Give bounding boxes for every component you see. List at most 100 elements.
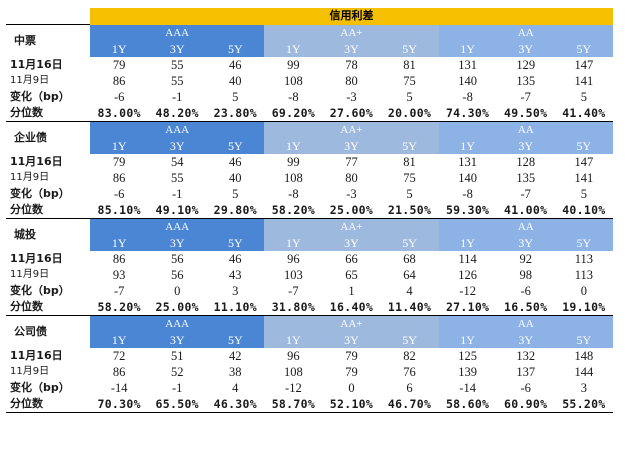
value-cell: 5	[580, 89, 587, 104]
value-cell: 113	[574, 251, 594, 266]
data-row: 变化（bp） -6 -1 5 -8 -3 5 -8 -7 5	[6, 89, 613, 105]
tenor-header: 5Y	[206, 234, 265, 251]
rating-group-header: AAA	[90, 24, 265, 41]
value-cell: 54	[170, 154, 184, 169]
value-cell: 52	[170, 364, 184, 379]
tenor-header: 1Y	[264, 234, 323, 251]
row-label: 11月16日	[10, 348, 63, 362]
row-label: 11月16日	[10, 57, 63, 71]
value-cell: 135	[516, 73, 536, 88]
value-cell: 0	[174, 283, 181, 298]
rating-group-header: AA+	[264, 315, 439, 332]
value-cell: 108	[284, 364, 303, 379]
value-cell: 129	[516, 57, 536, 72]
value-cell: 51	[170, 348, 184, 363]
value-cell: 31.80%	[264, 298, 323, 316]
credit-spread-table: 信用利差 中票 AAA AA+ AA 1Y 3Y 5Y 1Y 3Y 5Y 1Y 3Y 5Y 11月16日 79…	[6, 8, 613, 413]
value-cell: 40	[229, 73, 242, 88]
rating-group-header: AAA	[90, 121, 265, 138]
value-cell: 5	[580, 186, 587, 201]
value-cell: 140	[458, 73, 477, 88]
value-cell: 58.20%	[264, 201, 323, 219]
value-cell: 137	[516, 364, 536, 379]
value-cell: 46	[229, 251, 242, 266]
row-label: 变化（bp）	[10, 283, 70, 297]
tenor-header: 1Y	[90, 331, 149, 348]
value-cell: 16.50%	[496, 298, 555, 316]
value-cell: 93	[112, 267, 126, 282]
tenor-header: 1Y	[264, 331, 323, 348]
tenor-header: 1Y	[438, 234, 497, 251]
data-row: 11月16日 79 55 46 99 78 81 131 129 147	[6, 57, 613, 73]
value-cell: 86	[112, 73, 126, 88]
value-cell: -6	[113, 89, 125, 104]
value-cell: -7	[520, 186, 531, 201]
data-row: 11月9日 86 52 38 108 79 76 139 137 144	[6, 364, 613, 380]
rating-group-header: AAA	[90, 218, 265, 235]
value-cell: 25.00%	[148, 298, 207, 316]
tenor-header: 5Y	[380, 331, 439, 348]
tenor-header: 5Y	[380, 40, 439, 57]
value-cell: 131	[458, 57, 477, 72]
value-cell: -7	[113, 283, 125, 298]
data-row: 变化（bp） -6 -1 5 -8 -3 5 -8 -7 5	[6, 186, 613, 202]
value-cell: 40.10%	[554, 201, 613, 219]
tenor-header: 3Y	[496, 234, 555, 251]
data-row: 11月16日 72 51 42 96 79 82 125 132 148	[6, 348, 613, 364]
value-cell: 86	[112, 251, 126, 266]
value-cell: 128	[516, 154, 536, 169]
row-label: 11月9日	[10, 171, 50, 183]
value-cell: 92	[519, 251, 532, 266]
value-cell: 19.10%	[554, 298, 613, 316]
tenor-header: 1Y	[438, 40, 497, 57]
value-cell: 132	[516, 348, 536, 363]
tenor-header: 3Y	[322, 234, 381, 251]
value-cell: 103	[284, 267, 303, 282]
tenor-header-row: 1Y 3Y 5Y 1Y 3Y 5Y 1Y 3Y 5Y	[6, 137, 613, 154]
value-cell: 83.00%	[90, 104, 149, 122]
tenor-header: 1Y	[264, 40, 323, 57]
value-cell: 46.70%	[380, 395, 439, 413]
value-cell: 66	[345, 251, 358, 266]
value-cell: 81	[403, 57, 416, 72]
tenor-header: 5Y	[554, 40, 613, 57]
value-cell: 114	[458, 251, 477, 266]
value-cell: -6	[520, 380, 531, 395]
value-cell: 49.50%	[496, 104, 555, 122]
value-cell: 81	[403, 154, 416, 169]
tenor-header: 5Y	[554, 234, 613, 251]
tenor-header: 5Y	[380, 137, 439, 154]
tenor-header: 5Y	[554, 137, 613, 154]
value-cell: 5	[232, 89, 239, 104]
value-cell: 56	[170, 251, 184, 266]
value-cell: 1	[348, 283, 355, 298]
data-row: 变化（bp） -14 -1 4 -12 0 6 -14 -6 3	[6, 380, 613, 396]
table-title: 信用利差	[90, 8, 613, 25]
percentile-row: 分位数 85.10% 49.10% 29.80% 58.20% 25.00% 21.50% 5…	[6, 201, 613, 219]
tenor-header: 3Y	[148, 331, 207, 348]
value-cell: 96	[287, 348, 300, 363]
value-cell: -12	[285, 380, 302, 395]
value-cell: 20.00%	[380, 104, 439, 122]
value-cell: 108	[284, 73, 303, 88]
percentile-row: 分位数 58.20% 25.00% 11.10% 31.80% 16.40% 11.40% 2…	[6, 298, 613, 316]
value-cell: 38	[229, 364, 242, 379]
row-label: 分位数	[6, 395, 91, 413]
value-cell: 79	[112, 154, 126, 169]
value-cell: 96	[287, 251, 300, 266]
tenor-header: 5Y	[206, 40, 265, 57]
tenor-header: 3Y	[322, 40, 381, 57]
value-cell: 64	[403, 267, 416, 282]
section-name: 城投	[14, 227, 36, 241]
value-cell: 46	[229, 154, 242, 169]
value-cell: 68	[403, 251, 416, 266]
value-cell: -3	[346, 89, 357, 104]
tenor-header-row: 1Y 3Y 5Y 1Y 3Y 5Y 1Y 3Y 5Y	[6, 234, 613, 251]
value-cell: 55	[170, 73, 184, 88]
rating-group-header: AA+	[264, 218, 439, 235]
value-cell: 0	[580, 283, 587, 298]
value-cell: 65.50%	[148, 395, 207, 413]
section-name: 公司债	[14, 324, 47, 338]
row-label: 11月9日	[10, 74, 50, 86]
value-cell: -8	[288, 186, 299, 201]
